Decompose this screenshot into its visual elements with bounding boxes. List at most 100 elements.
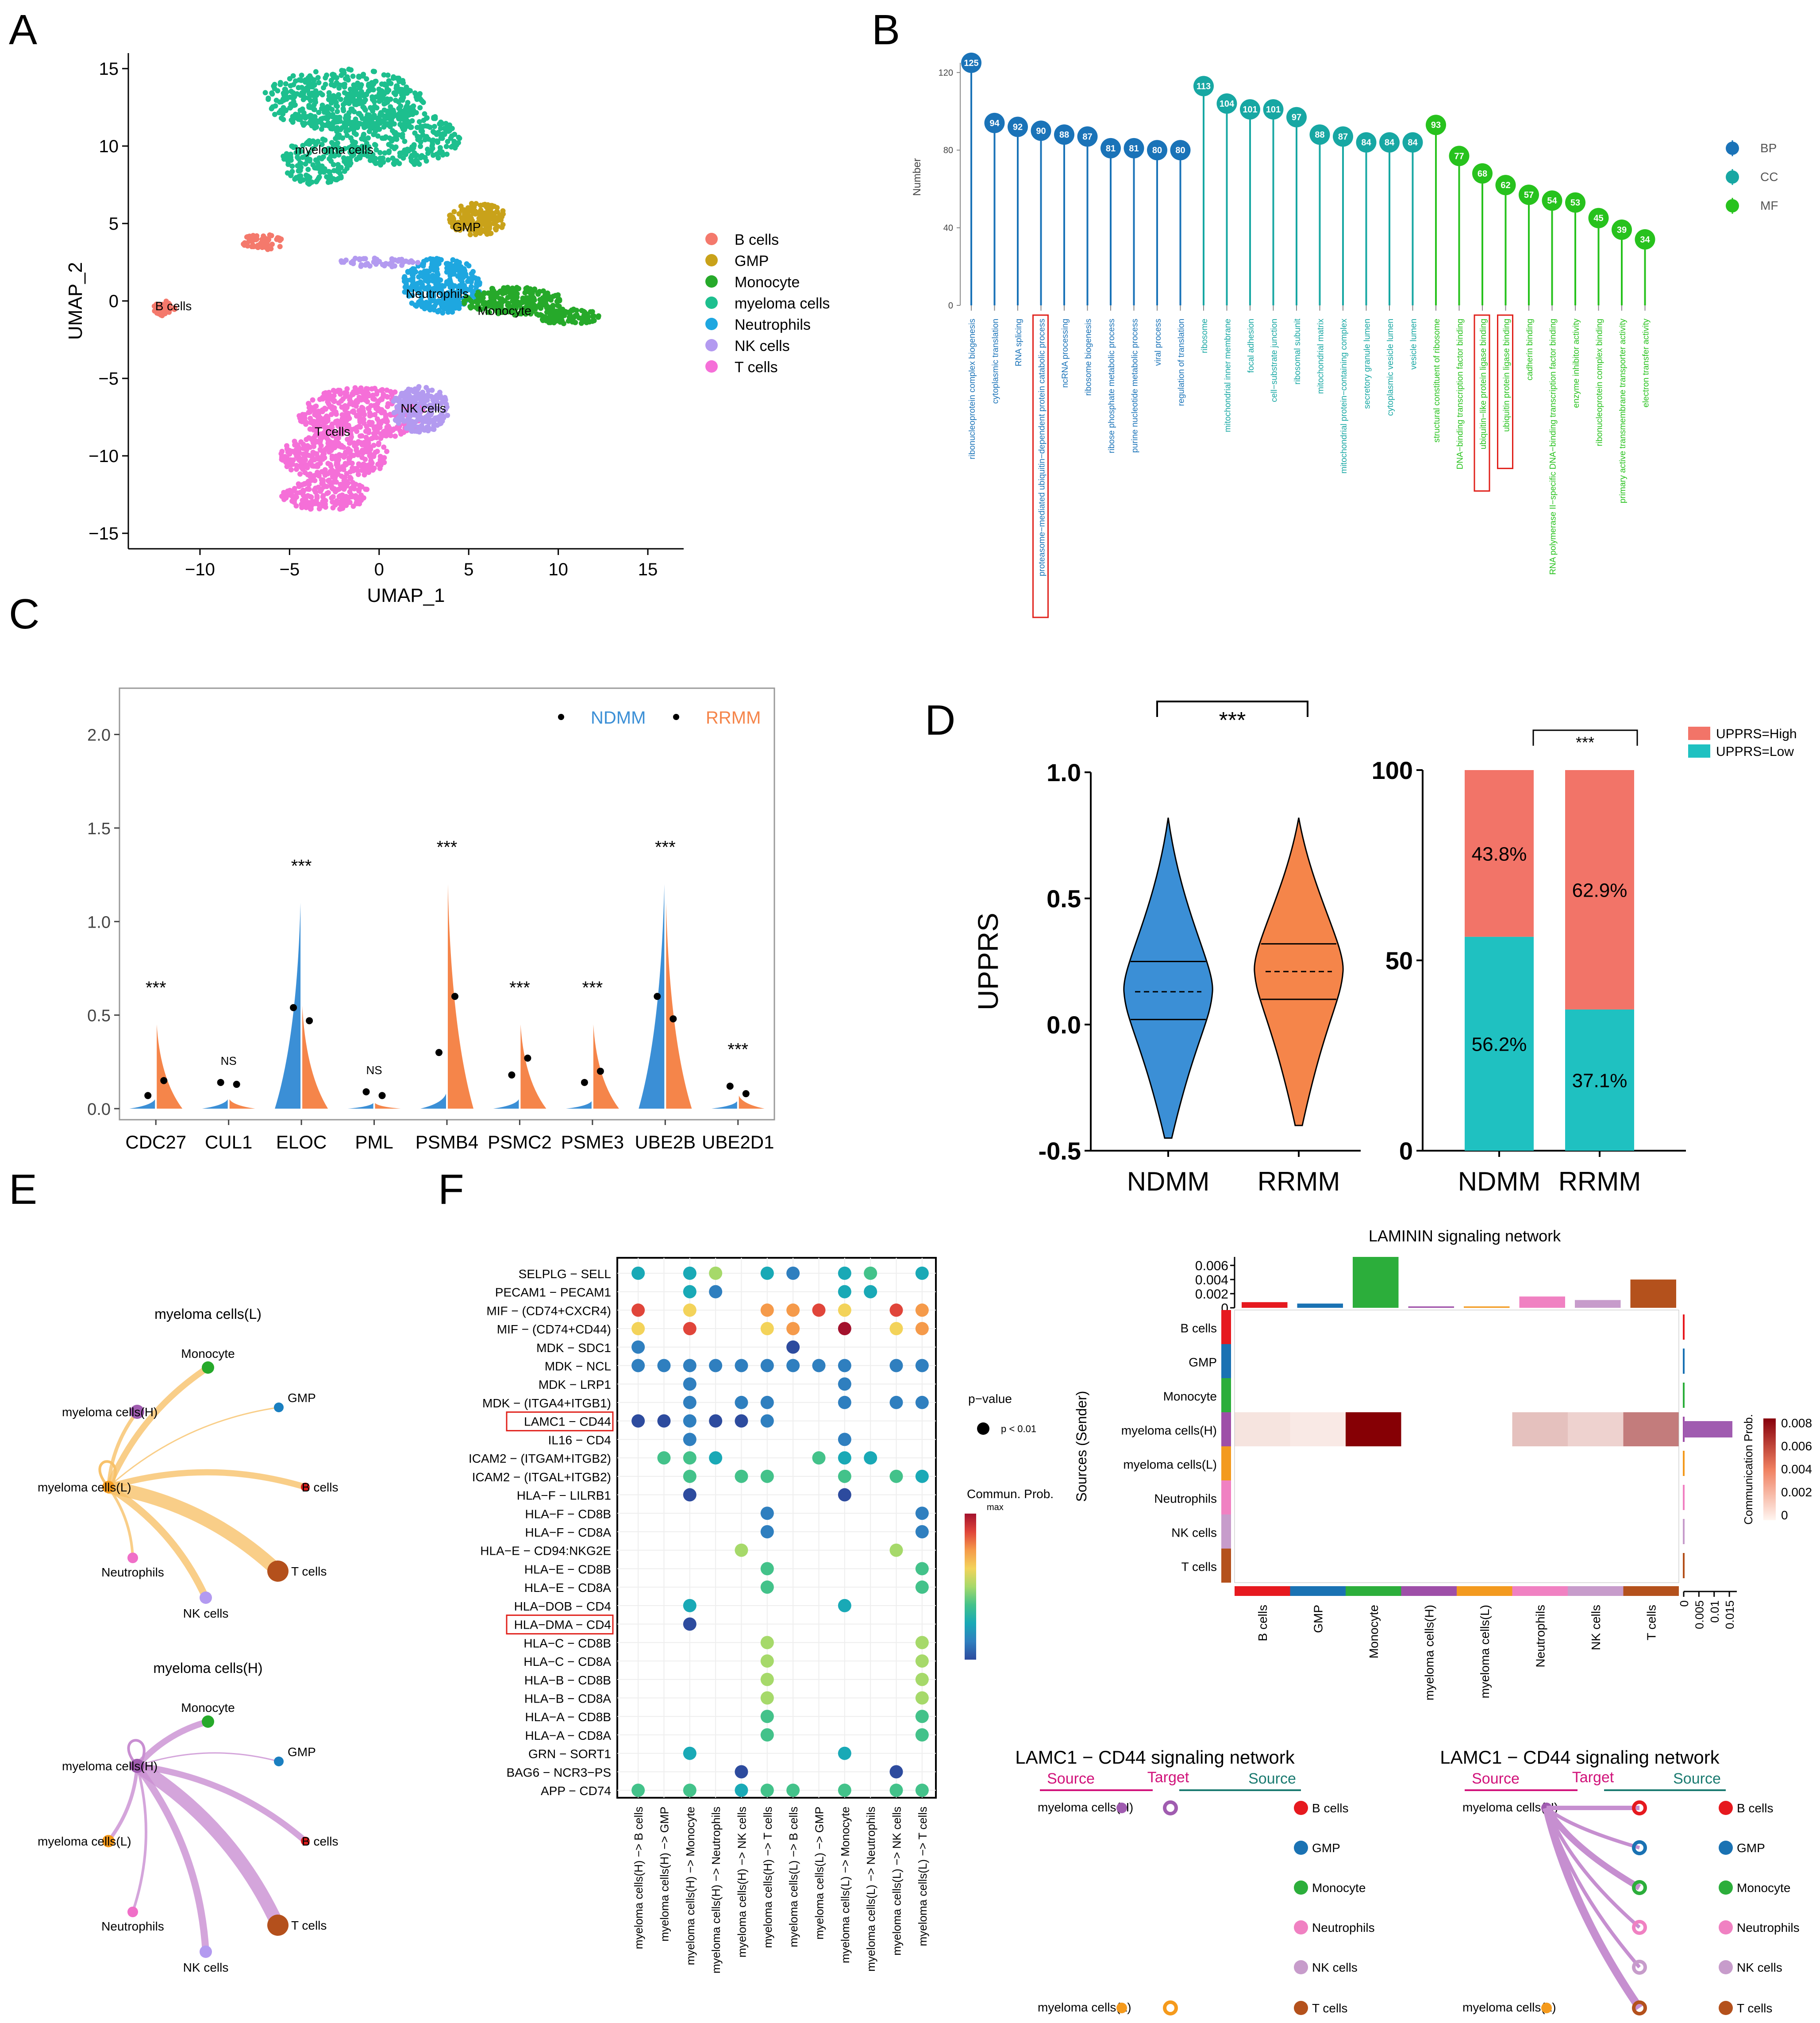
umap-point [455, 220, 461, 226]
umap-point [378, 96, 384, 102]
umap-point [351, 148, 357, 154]
panel-label-d: D [925, 697, 955, 744]
right-bar-tick-label: 0 [1678, 1600, 1691, 1607]
y-tick-label: 80 [943, 146, 953, 155]
dotplot-col-label: myeloma cells(H) −> T cells [761, 1807, 774, 1948]
umap-point [382, 150, 388, 156]
top-bar [1408, 1306, 1454, 1308]
umap-point [291, 82, 296, 88]
umap-point [302, 470, 308, 475]
umap-point [347, 489, 353, 495]
target-node-label: NK cells [1312, 1961, 1358, 1974]
umap-point [346, 423, 351, 429]
dotplot-dot [786, 1359, 800, 1372]
umap-point [553, 293, 558, 298]
network-node-label: Monocyte [181, 1701, 235, 1715]
y-tick-label: 10 [99, 137, 119, 156]
dotplot-dot [683, 1617, 696, 1631]
dotplot-col-label: myeloma cells(L) −> T cells [916, 1807, 929, 1946]
umap-point [325, 104, 331, 110]
umap-point [304, 437, 309, 443]
lollipop-value: 87 [1338, 132, 1348, 142]
umap-point [509, 285, 515, 291]
heatmap-cell [1512, 1412, 1568, 1446]
lollipop-value: 77 [1454, 151, 1464, 161]
umap-point [310, 146, 316, 151]
network-node [127, 1907, 138, 1917]
go-term-label: viral process [1154, 319, 1163, 366]
target-node [1719, 1920, 1733, 1934]
umap-point [312, 107, 317, 112]
cluster-gmp [447, 200, 506, 238]
umap-point [419, 282, 425, 288]
umap-point [426, 301, 432, 307]
legend-swatch [705, 233, 718, 245]
umap-point [451, 218, 457, 224]
umap-point [366, 428, 371, 433]
dotplot-dot [838, 1322, 851, 1336]
prob-legend-title: Commun. Prob. [967, 1487, 1054, 1501]
umap-point [279, 99, 285, 104]
umap-point [435, 155, 441, 161]
umap-point [308, 416, 313, 421]
network-node [127, 1553, 138, 1563]
umap-point [386, 148, 392, 154]
go-term-label: focal adhesion [1247, 319, 1256, 373]
umap-point [416, 119, 422, 125]
cluster-myeloma-cells [281, 136, 354, 187]
legend-dot [558, 714, 564, 720]
dotplot-dot [915, 1525, 929, 1538]
umap-point [298, 165, 304, 170]
lollipop-value: 93 [1431, 120, 1441, 130]
umap-point [291, 488, 296, 493]
umap-point [345, 410, 351, 416]
umap-point [350, 480, 356, 486]
go-term-label: ribose phosphate metabolic process [1107, 319, 1116, 453]
umap-point [292, 451, 298, 456]
umap-point [435, 139, 441, 145]
umap-point [336, 500, 342, 506]
heatmap-title: LAMININ signaling network [1369, 1227, 1561, 1245]
umap-point [304, 114, 310, 119]
row-color-strip [1221, 1549, 1231, 1583]
umap-point [296, 77, 302, 83]
dotplot-dot [709, 1266, 723, 1280]
umap-point [423, 385, 429, 390]
y-tick-label: 1.5 [87, 820, 111, 838]
umap-point [300, 91, 306, 97]
umap-point [294, 114, 300, 120]
legend-swatch-low [1688, 744, 1710, 758]
umap-point [340, 504, 346, 509]
umap-point [299, 85, 304, 90]
mean-point-ndmm [581, 1079, 588, 1086]
umap-point [349, 460, 355, 466]
lollipop-value: 81 [1106, 144, 1116, 154]
umap-point [464, 261, 469, 267]
dotplot-dot [889, 1395, 903, 1409]
umap-point [369, 436, 374, 442]
umap-point [354, 425, 360, 431]
dotplot-dot [735, 1784, 748, 1797]
umap-point [371, 431, 377, 436]
umap-point [291, 102, 297, 108]
dotplot-dot [838, 1784, 851, 1797]
umap-point [366, 443, 372, 449]
umap-point [315, 454, 320, 460]
umap-point [394, 136, 400, 142]
umap-point [571, 315, 577, 320]
umap-point [385, 89, 390, 95]
dotplot-row-label: MDK − LRP1 [539, 1378, 611, 1391]
lollipop-value: 90 [1036, 126, 1046, 136]
bar-significance-label: *** [1576, 733, 1594, 751]
umap-point [467, 304, 473, 309]
umap-point [393, 417, 399, 423]
umap-point [584, 320, 589, 325]
x-tick-label: 15 [638, 560, 658, 579]
umap-point [281, 116, 286, 122]
dotplot-dot [838, 1377, 851, 1391]
dotplot-row-label: MIF − (CD74+CD44) [497, 1322, 611, 1336]
umap-point [461, 220, 466, 226]
umap-point [290, 96, 296, 101]
network-node-label: GMP [288, 1391, 316, 1405]
umap-point [418, 155, 423, 161]
